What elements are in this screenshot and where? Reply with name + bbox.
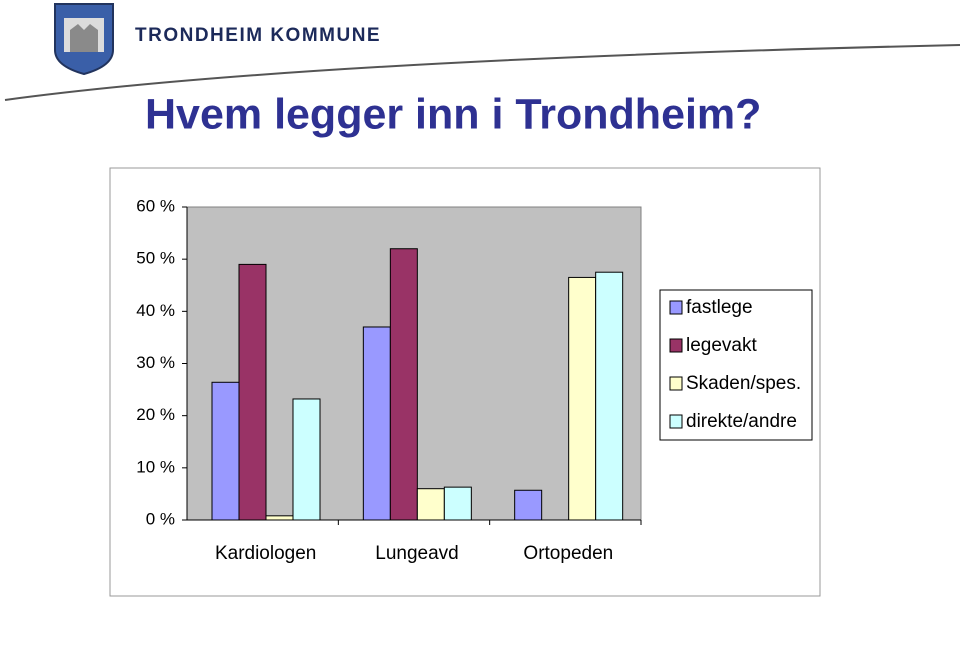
legend-label: fastlege	[686, 297, 753, 318]
bar	[292, 398, 321, 521]
swoosh	[4, 44, 960, 101]
bar	[362, 326, 391, 521]
y-tick-label: 50 %	[136, 249, 175, 268]
bar	[238, 263, 267, 521]
y-tick-label: 60 %	[136, 196, 175, 215]
y-tick-label: 10 %	[136, 457, 175, 476]
legend-swatch	[669, 300, 683, 315]
x-tick-label: Lungeavd	[375, 543, 458, 564]
bar	[514, 489, 543, 521]
bar	[595, 271, 624, 521]
y-tick-label: 20 %	[136, 405, 175, 424]
x-tick-label: Ortopeden	[523, 543, 613, 564]
bar	[265, 515, 294, 521]
bar	[568, 276, 597, 521]
bar	[416, 488, 445, 521]
legend-swatch	[669, 376, 683, 391]
logo	[54, 3, 114, 76]
bar	[389, 248, 418, 521]
x-tick-label: Kardiologen	[215, 543, 316, 564]
organization: TRONDHEIM KOMMUNE	[135, 25, 381, 46]
legend-label: direkte/andre	[686, 411, 797, 432]
bar	[211, 381, 240, 521]
legend-swatch	[669, 414, 683, 429]
bar	[443, 486, 472, 521]
y-tick-label: 40 %	[136, 301, 175, 320]
chart-title: Hvem legger inn i Trondheim?	[145, 90, 761, 138]
legend-swatch	[669, 338, 683, 353]
legend-label: Skaden/spes.	[686, 373, 801, 394]
y-tick-label: 30 %	[136, 353, 175, 372]
legend	[659, 289, 813, 441]
y-tick-label: 0 %	[146, 509, 175, 528]
legend-label: legevakt	[686, 335, 757, 356]
